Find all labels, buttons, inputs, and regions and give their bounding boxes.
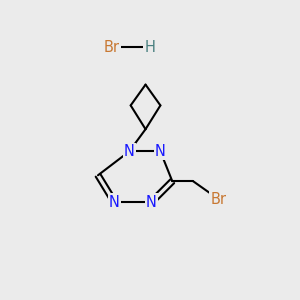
Text: N: N	[155, 144, 166, 159]
Text: Br: Br	[103, 40, 119, 55]
Text: N: N	[146, 194, 157, 209]
Text: N: N	[109, 194, 120, 209]
Text: Br: Br	[210, 191, 226, 206]
Text: N: N	[124, 144, 135, 159]
Text: H: H	[145, 40, 155, 55]
